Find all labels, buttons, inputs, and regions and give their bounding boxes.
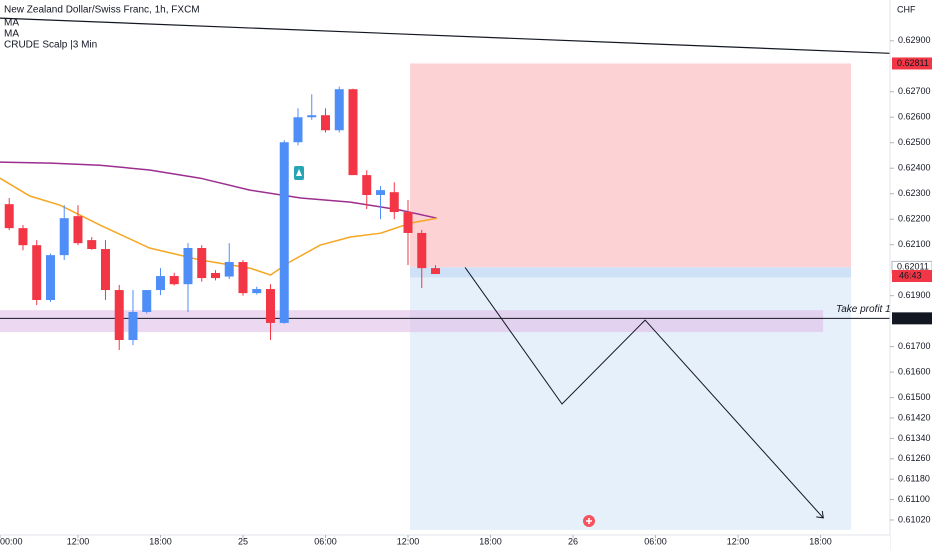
y-tick-label: 0.61100: [898, 494, 930, 504]
candle-body: [142, 290, 152, 312]
candle-body: [18, 228, 28, 246]
candle-body: [183, 248, 193, 285]
candle-body: [334, 89, 344, 131]
x-tick-label: 25: [238, 536, 248, 546]
y-tick-label: 0.61900: [898, 290, 931, 300]
candle-body: [238, 262, 248, 294]
y-tick-label: 0.62100: [898, 239, 931, 249]
candle-body: [169, 276, 179, 285]
candle-body: [252, 289, 262, 294]
arrow-head: [816, 510, 824, 519]
y-tick-label: 0.61420: [898, 412, 931, 422]
price-badge: [892, 312, 932, 325]
y-tick-label: 0.62400: [898, 163, 931, 173]
time-axis: [0, 535, 890, 550]
moving-average: [0, 161, 438, 219]
candle-body: [114, 290, 124, 341]
candle-body: [376, 190, 386, 195]
x-tick-label: 12:00: [67, 536, 90, 546]
y-tick-label: 0.62200: [898, 214, 931, 224]
x-tick-label: 18:00: [809, 536, 832, 546]
y-tick-label: 0.62700: [898, 86, 931, 96]
x-tick-label: 12:00: [727, 536, 750, 546]
candle-body: [210, 272, 220, 279]
price-badge-label: 0.62011: [897, 262, 929, 272]
indicator: MA: [4, 29, 19, 40]
countdown: 46:43: [899, 270, 922, 280]
candle-body: [197, 248, 207, 279]
y-tick-label: 0.62900: [898, 35, 931, 45]
x-tick-label: 06:00: [644, 536, 667, 546]
indicator: MA: [4, 18, 19, 29]
candle-body: [348, 89, 358, 176]
x-tick-label: 18:00: [479, 536, 502, 546]
event-icon[interactable]: [583, 515, 595, 527]
countdown-badge: [892, 269, 932, 282]
y-tick-label: 0.61700: [898, 341, 931, 351]
y-tick-label: 0.62300: [898, 188, 931, 198]
projection: [464, 267, 824, 519]
stop-zone: [410, 63, 852, 268]
candle-body: [403, 212, 413, 233]
candle-body: [431, 268, 441, 274]
y-tick-label: 0.62500: [898, 137, 931, 147]
signal-icon: [294, 166, 304, 180]
candle-body: [293, 117, 303, 143]
candle-body: [59, 218, 69, 256]
target-zone: [410, 267, 852, 530]
candle-body: [362, 175, 372, 195]
plot-area: Take profit 1: [0, 17, 891, 530]
candle-body: [307, 115, 317, 118]
candle-body: [265, 289, 275, 323]
trendline: [0, 17, 891, 54]
candle-body: [417, 232, 427, 269]
candle-body: [73, 216, 83, 244]
indicator: CRUDE Scalp |3 Min: [4, 40, 97, 51]
candle-body: [45, 255, 55, 300]
candle-body: [87, 240, 97, 250]
y-tick-label: 0.61340: [898, 433, 931, 443]
price-badge-label: 0.61811: [897, 313, 929, 323]
x-tick-label: 06:00: [314, 536, 337, 546]
candle-body: [32, 245, 42, 300]
y-tick-label: 0.61180: [898, 474, 930, 484]
currency: CHF: [897, 4, 916, 14]
y-tick-label: 0.62600: [898, 112, 931, 122]
candle-body: [4, 204, 14, 229]
price-badge: [892, 57, 932, 70]
x-tick-label: 00:00: [0, 536, 23, 546]
candle-body: [155, 276, 165, 291]
moving-average: [0, 177, 438, 276]
entry-band: [410, 267, 852, 278]
y-tick-label: 0.61020: [898, 514, 931, 524]
candle-body: [100, 249, 110, 291]
support-zone: [0, 310, 824, 333]
x-tick-label: 26: [568, 536, 578, 546]
candle-body: [389, 192, 399, 213]
y-tick-label: 0.61260: [898, 453, 931, 463]
chart-title: New Zealand Dollar/Swiss Franc, 1h, FXCM: [4, 5, 200, 16]
y-tick-label: 0.61500: [898, 392, 931, 402]
price-badge-label: 0.62811: [897, 58, 929, 68]
x-tick-label: 18:00: [149, 536, 172, 546]
candle-body: [128, 311, 138, 341]
candle-body: [279, 142, 289, 323]
candle-body: [320, 115, 330, 131]
x-tick-label: 12:00: [397, 536, 420, 546]
candle-body: [224, 262, 234, 277]
take-profit-label: Take profit 1: [836, 304, 891, 315]
y-tick-label: 0.61600: [898, 367, 931, 377]
